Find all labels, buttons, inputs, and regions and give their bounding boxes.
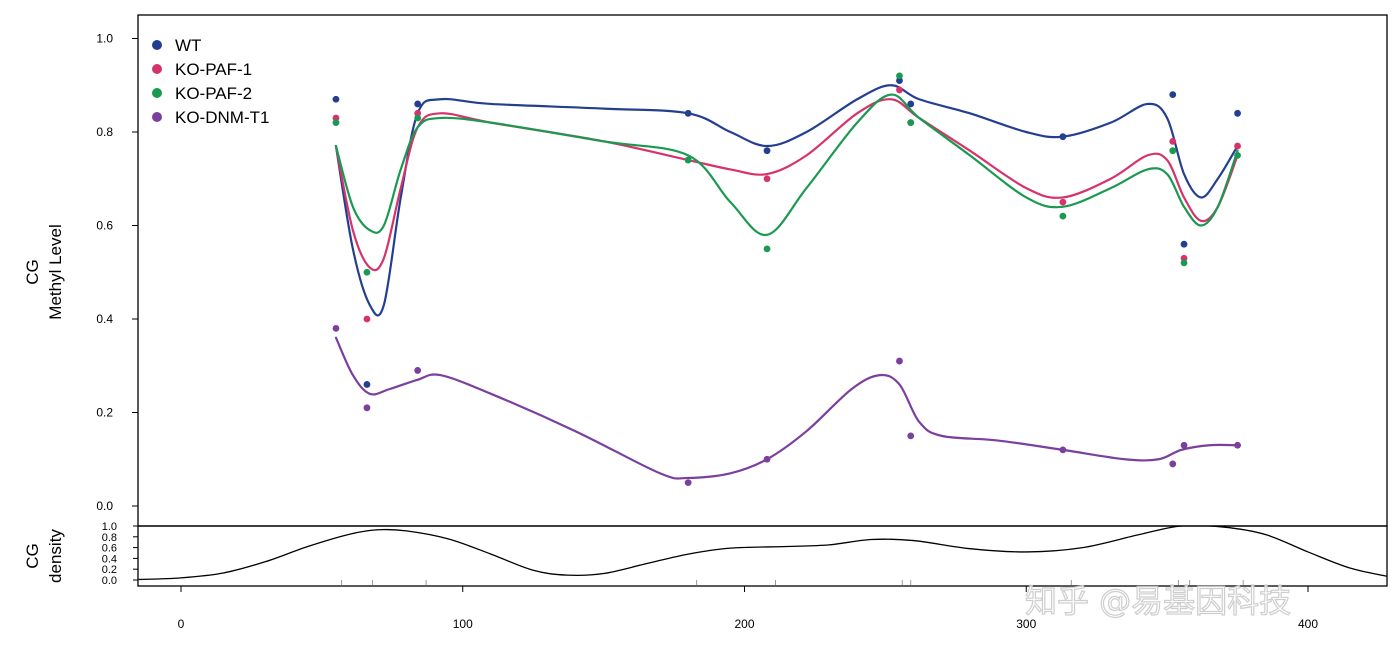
data-point (1169, 137, 1177, 145)
series-ko-dnm-t1 (332, 324, 1241, 487)
data-point (907, 100, 915, 108)
data-point (332, 95, 340, 103)
data-point (896, 72, 903, 80)
legend-marker (152, 112, 162, 122)
y-tick-label: 0.4 (96, 312, 113, 326)
legend-label: KO-PAF-1 (175, 60, 252, 79)
y-tick-label: 0.6 (96, 219, 113, 233)
main-plot-frame (137, 14, 1388, 527)
y-axis-title-line1: CG (23, 259, 42, 285)
data-point (1169, 91, 1177, 98)
density-y-tick-label: 0.4 (102, 553, 117, 565)
data-point (1180, 254, 1188, 262)
data-point (896, 77, 903, 84)
series-line (334, 336, 1239, 480)
legend-marker (152, 88, 162, 98)
data-point (414, 109, 422, 117)
data-point (1234, 142, 1241, 150)
data-point (1059, 198, 1067, 206)
data-point (763, 455, 771, 463)
data-point (363, 381, 371, 388)
watermark: 知乎 @易基因科技 (1025, 582, 1291, 620)
x-tick-label: 0 (178, 617, 185, 631)
data-point (907, 432, 915, 440)
density-y-tick-label: 0.6 (102, 543, 117, 555)
density-y-tick-label: 0.0 (102, 575, 117, 587)
x-tick-label: 300 (1016, 617, 1036, 631)
density-y-tick-label: 0.8 (102, 532, 117, 544)
density-y-tick-label: 0.2 (102, 564, 117, 576)
data-point (1059, 133, 1067, 141)
series-line (334, 93, 1239, 236)
data-point (1169, 460, 1177, 468)
methyl-level-panel: 0.0 0.2 0.4 0.6 0.8 1.0 CG Methyl Level WT KO-PAF… (23, 14, 1388, 527)
series-wt (332, 77, 1241, 388)
data-point (896, 357, 903, 365)
y-axis-title-line2: Methyl Level (46, 224, 65, 319)
data-point (1234, 441, 1241, 449)
y-tick-label: 0.0 (96, 499, 113, 513)
data-point (1180, 259, 1188, 267)
data-point (332, 324, 340, 332)
legend-label: KO-DNM-T1 (175, 108, 269, 127)
data-point (1180, 240, 1188, 248)
data-point (363, 315, 371, 323)
x-tick-label: 200 (734, 617, 754, 631)
data-point (684, 479, 692, 487)
data-point (684, 156, 692, 164)
data-point (1169, 147, 1177, 155)
density-panel: 0.00.20.40.60.81.0 CG density 0 100 200 300 400 (23, 521, 1388, 631)
data-point (332, 114, 340, 122)
density-curve (138, 526, 1387, 581)
data-point (1059, 446, 1067, 454)
density-y-title-line1: CG (23, 543, 42, 569)
data-point (763, 175, 771, 183)
legend-label: KO-PAF-2 (175, 84, 252, 103)
legend-marker (152, 40, 162, 50)
x-tick-label: 100 (453, 617, 473, 631)
data-point (414, 114, 422, 122)
x-tick-label: 400 (1298, 617, 1318, 631)
data-point (332, 119, 340, 127)
data-point (907, 119, 915, 127)
data-point (1234, 151, 1241, 159)
series-line (334, 98, 1239, 272)
data-point (896, 86, 903, 94)
series-ko-paf-1 (332, 86, 1241, 323)
y-tick-label: 0.2 (96, 406, 113, 420)
density-y-tick-label: 1.0 (102, 521, 117, 533)
data-point (1234, 109, 1241, 117)
data-point (414, 100, 422, 108)
y-tick-label: 1.0 (96, 32, 113, 46)
series-line (334, 84, 1239, 317)
density-plot-frame (137, 525, 1388, 587)
legend-label: WT (175, 36, 201, 55)
y-tick-label: 0.8 (96, 125, 113, 139)
density-y-title-line2: density (46, 529, 65, 583)
data-point (1180, 441, 1188, 449)
data-point (414, 367, 422, 374)
data-point (363, 404, 371, 412)
data-point (1059, 212, 1067, 220)
data-point (763, 147, 771, 155)
legend: WT KO-PAF-1 KO-PAF-2 KO-DNM-T1 (152, 36, 269, 127)
data-point (363, 268, 371, 276)
data-point (684, 109, 692, 117)
data-point (763, 245, 771, 253)
legend-marker (152, 64, 162, 74)
series-ko-paf-2 (332, 72, 1241, 276)
